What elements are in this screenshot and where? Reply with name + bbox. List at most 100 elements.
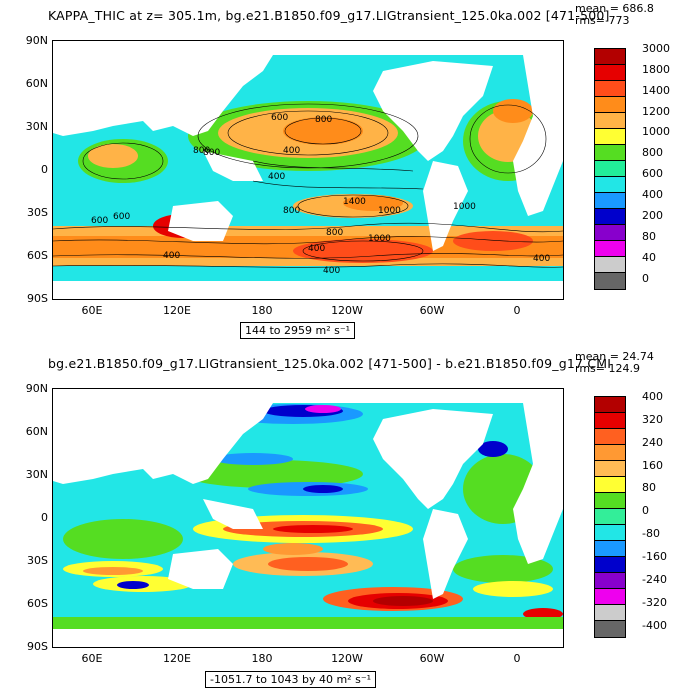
top-colorbar <box>594 48 626 290</box>
contour-label: 400 <box>283 146 300 156</box>
land-europe-africa <box>513 403 563 564</box>
top-rms-label: rms= 773 <box>575 14 630 27</box>
colorbar-label: -320 <box>642 595 667 609</box>
contour-label: 1000 <box>453 202 476 212</box>
contour-label: 600 <box>271 113 288 123</box>
y-tick-label: 60S <box>27 249 48 262</box>
bottom-map-plot <box>52 388 564 648</box>
y-tick-label: 90S <box>27 292 48 305</box>
contour-label: 600 <box>91 216 108 226</box>
contour-label: 1000 <box>368 234 391 244</box>
x-tick-label: 0 <box>513 652 521 665</box>
contour-label: 1000 <box>378 206 401 216</box>
colorbar-label: 3000 <box>642 42 670 55</box>
y-tick-label: 30S <box>27 554 48 567</box>
colorbar-swatch <box>595 525 625 541</box>
colorbar-swatch <box>595 145 625 161</box>
land-antarctica <box>53 281 563 299</box>
land-north-america <box>373 409 493 509</box>
colorbar-swatch <box>595 113 625 129</box>
colorbar-swatch <box>595 49 625 65</box>
y-tick-label: 30S <box>27 206 48 219</box>
bottom-mean-label: mean = 24.74 <box>575 350 654 363</box>
y-tick-label: 30N <box>25 468 48 481</box>
colorbar-swatch <box>595 177 625 193</box>
colorbar-swatch <box>595 605 625 621</box>
land-australia <box>168 201 233 241</box>
colorbar-swatch <box>595 429 625 445</box>
y-tick-label: 90S <box>27 640 48 653</box>
y-tick-label: 90N <box>25 34 48 47</box>
bottom-range-label: -1051.7 to 1043 by 40 m² s⁻¹ <box>205 671 377 688</box>
land-asia <box>53 55 273 136</box>
colorbar-label: 160 <box>642 458 663 472</box>
contour-label: 600 <box>113 212 130 222</box>
land-south-america <box>423 161 468 251</box>
colorbar-label: 80 <box>642 481 656 495</box>
bottom-rms-label: rms= 124.9 <box>575 362 640 375</box>
colorbar-swatch <box>595 589 625 605</box>
colorbar-label: 1800 <box>642 62 670 76</box>
x-tick-label: 60W <box>419 652 445 665</box>
colorbar-swatch <box>595 257 625 273</box>
contour-label: 400 <box>533 254 550 264</box>
y-tick-label: 30N <box>25 120 48 133</box>
land-australia <box>168 549 233 589</box>
y-tick-label: 60N <box>25 425 48 438</box>
colorbar-swatch <box>595 209 625 225</box>
x-tick-label: 120W <box>331 652 363 665</box>
top-mean-label: mean = 686.8 <box>575 2 654 15</box>
colorbar-label: 40 <box>642 250 656 264</box>
top-map-panel: KAPPA_THIC at z= 305.1m, bg.e21.B1850.f0… <box>25 2 670 339</box>
x-tick-label: 120W <box>331 304 363 317</box>
x-tick-label: 180 <box>251 304 273 317</box>
x-tick-label: 60E <box>81 652 103 665</box>
colorbar-label: 1000 <box>642 125 670 139</box>
colorbar-swatch <box>595 493 625 509</box>
land-europe-africa <box>513 55 563 216</box>
colorbar-label: 600 <box>642 167 663 181</box>
colorbar-swatch <box>595 225 625 241</box>
colorbar-label: -240 <box>642 572 667 586</box>
top-range-label: 144 to 2959 m² s⁻¹ <box>240 322 356 339</box>
contour-label: 800 <box>315 115 332 125</box>
colorbar-swatch <box>595 621 625 637</box>
bottom-colorbar <box>594 396 626 638</box>
contour-label: 400 <box>323 266 340 276</box>
colorbar-swatch <box>595 81 625 97</box>
colorbar-label: -160 <box>642 550 667 563</box>
bottom-map-panel: bg.e21.B1850.f09_g17.LIGtransient_125.0k… <box>0 346 700 696</box>
colorbar-label: 80 <box>642 229 656 243</box>
colorbar-label: 0 <box>642 271 649 285</box>
colorbar-label: 1200 <box>642 104 670 118</box>
y-tick-label: 0 <box>41 163 48 176</box>
colorbar-label: 1400 <box>642 83 670 97</box>
colorbar-label: 400 <box>642 188 663 202</box>
y-tick-label: 90N <box>25 382 48 395</box>
colorbar-label: 400 <box>642 390 663 403</box>
land-south-america <box>423 509 468 599</box>
x-tick-label: 180 <box>251 652 273 665</box>
colorbar-label: 320 <box>642 412 663 426</box>
land-maritime <box>203 151 263 181</box>
contour-label: 800 <box>203 148 220 158</box>
colorbar-swatch <box>595 193 625 209</box>
y-tick-label: 60N <box>25 77 48 90</box>
colorbar-swatch <box>595 413 625 429</box>
colorbar-swatch <box>595 573 625 589</box>
land-maritime <box>203 499 263 529</box>
x-tick-label: 120E <box>163 652 191 665</box>
colorbar-label: 0 <box>642 504 649 518</box>
contour-label: 800 <box>326 228 343 238</box>
contour-label: 800 <box>193 146 210 156</box>
contour-label: 400 <box>268 172 285 182</box>
y-tick-label: 0 <box>41 511 48 524</box>
bottom-map-title: bg.e21.B1850.f09_g17.LIGtransient_125.0k… <box>48 356 612 371</box>
contour-label: 400 <box>163 251 180 261</box>
colorbar-swatch <box>595 397 625 413</box>
colorbar-swatch <box>595 161 625 177</box>
y-tick-label: 60S <box>27 597 48 610</box>
x-tick-label: 0 <box>513 304 521 317</box>
top-map-title: KAPPA_THIC at z= 305.1m, bg.e21.B1850.f0… <box>48 8 610 23</box>
colorbar-swatch <box>595 477 625 493</box>
